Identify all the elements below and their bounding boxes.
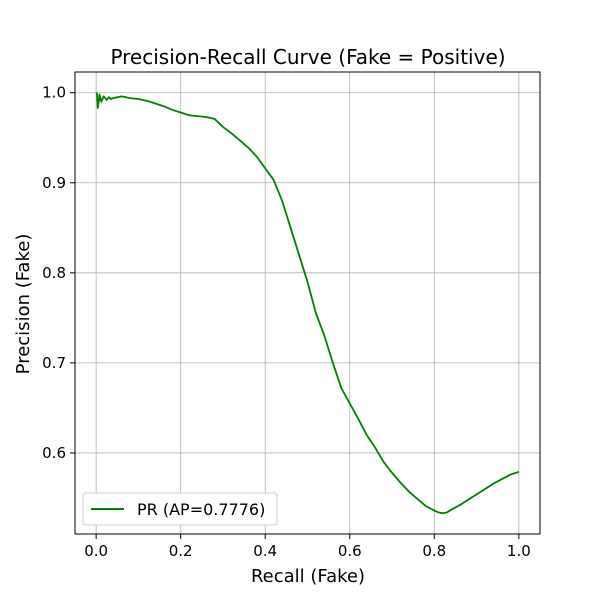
y-axis-label: Precision (Fake) bbox=[13, 234, 34, 375]
x-tick-label: 0.4 bbox=[253, 542, 277, 560]
grid bbox=[75, 72, 540, 534]
chart-title: Precision-Recall Curve (Fake = Positive) bbox=[110, 45, 505, 69]
legend-label: PR (AP=0.7776) bbox=[137, 500, 265, 519]
y-tick-label: 0.6 bbox=[42, 444, 66, 462]
legend-box bbox=[82, 492, 278, 526]
plot-frame bbox=[74, 71, 541, 535]
x-axis-label: Recall (Fake) bbox=[251, 566, 365, 587]
x-tick-label: 1.0 bbox=[507, 542, 531, 560]
legend: PR (AP=0.7776) bbox=[82, 492, 278, 526]
plot-area bbox=[95, 92, 520, 515]
x-tick-label: 0.8 bbox=[422, 542, 446, 560]
y-tick-label: 0.8 bbox=[42, 264, 66, 282]
x-tick-label: 0.0 bbox=[84, 542, 108, 560]
y-tick-label: 0.9 bbox=[42, 174, 66, 192]
y-tick-label: 0.7 bbox=[42, 354, 66, 372]
x-tick-label: 0.6 bbox=[338, 542, 362, 560]
pr-curve-line bbox=[95, 92, 520, 515]
x-tick-label: 0.2 bbox=[169, 542, 193, 560]
axis-ticks: 0.0 0.2 0.4 0.6 0.8 1.0 0.6 0.7 0.8 0.9 1.0 bbox=[42, 84, 531, 560]
y-tick-label: 1.0 bbox=[42, 84, 66, 102]
